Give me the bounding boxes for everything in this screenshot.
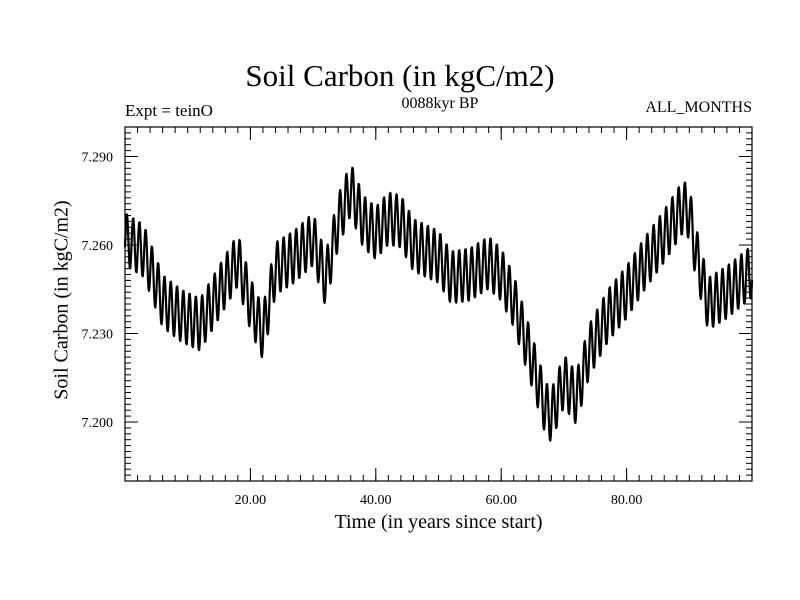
x-axis-label: Time (in years since start) — [334, 511, 543, 533]
x-tick-label: 40.00 — [360, 493, 392, 508]
chart-subtitle: 0088kyr BP — [401, 95, 479, 112]
plot-frame — [124, 126, 753, 482]
y-tick-label: 7.290 — [82, 151, 114, 166]
y-tick-label: 7.200 — [82, 416, 114, 431]
chart-title: Soil Carbon (in kgC/m2) — [245, 58, 555, 93]
series-line — [123, 166, 754, 442]
months-label: ALL_MONTHS — [645, 99, 752, 116]
axis-ticks — [124, 126, 753, 482]
x-tick-label: 80.00 — [611, 493, 643, 508]
x-tick-label: 20.00 — [235, 493, 267, 508]
experiment-label: Expt = teinO — [125, 101, 213, 120]
tick-labels: 20.00 40.00 60.00 80.00 7.200 7.230 7.260 7.290 — [82, 151, 643, 509]
y-tick-label: 7.230 — [82, 328, 114, 343]
y-tick-label: 7.260 — [82, 239, 114, 254]
x-tick-label: 60.00 — [485, 493, 517, 508]
